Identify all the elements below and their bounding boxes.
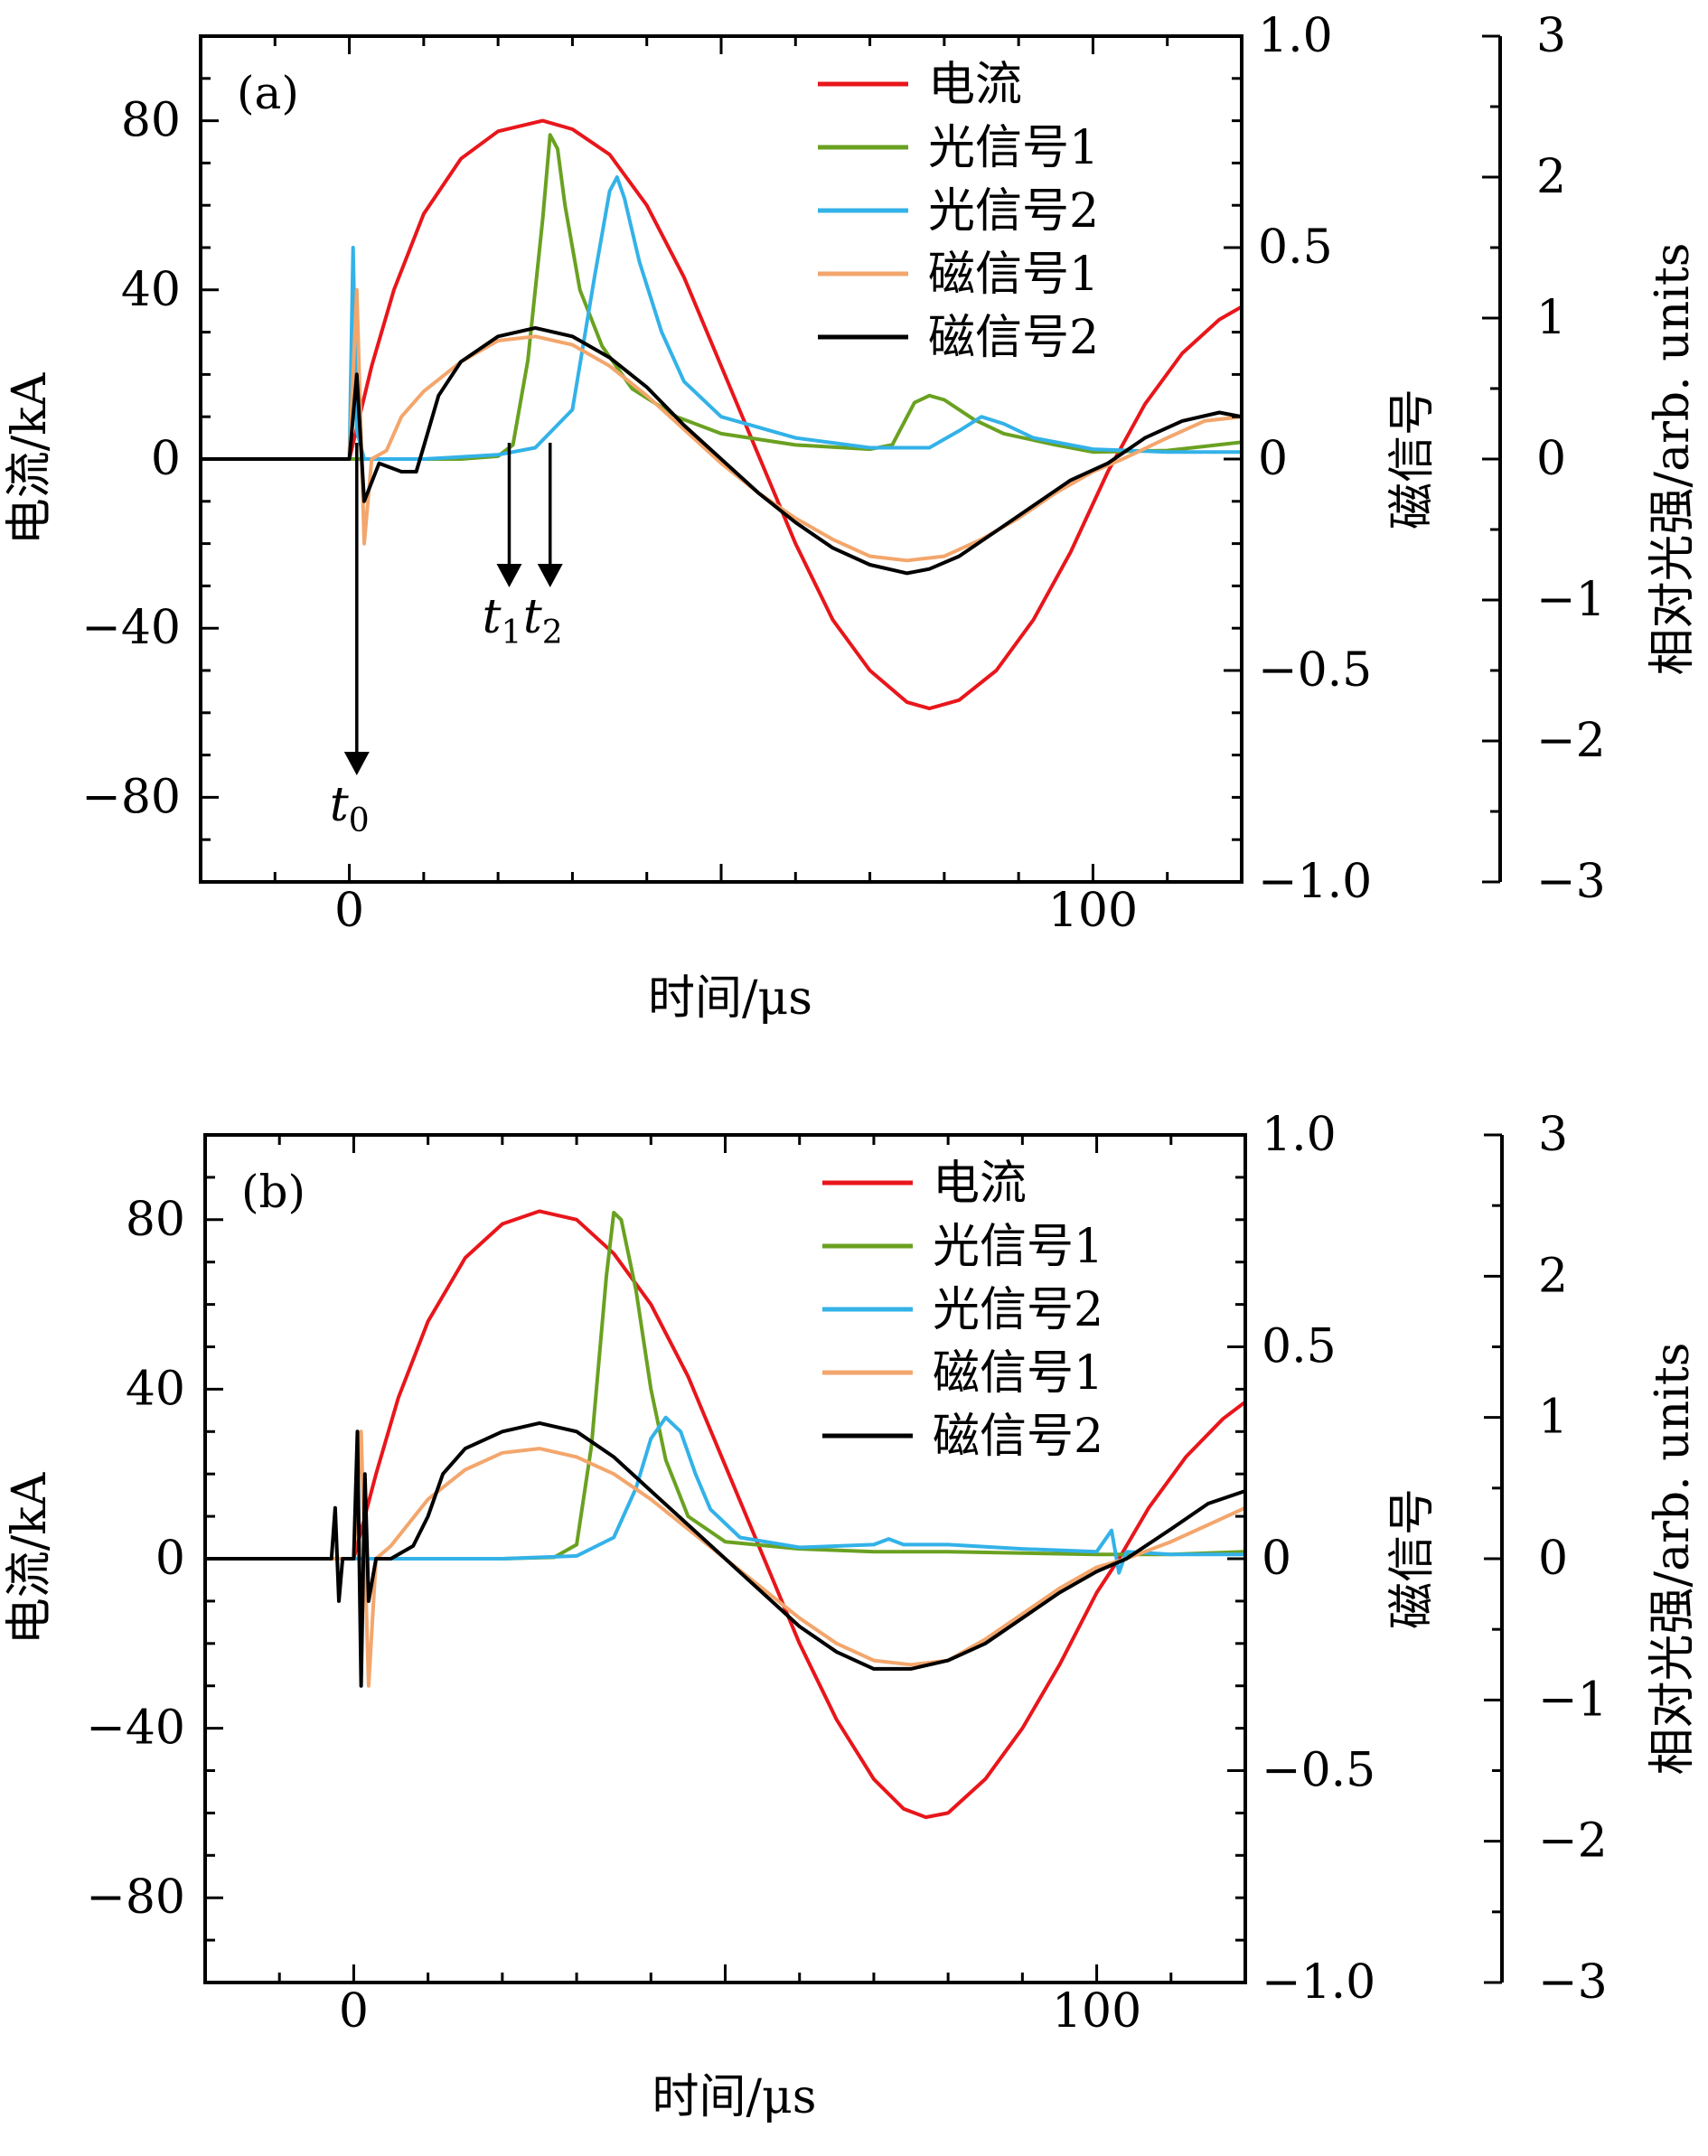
- annotation-arrowhead: [343, 752, 370, 775]
- y-left-tick-label: 80: [121, 94, 181, 148]
- y-left-tick-label: −80: [86, 1870, 185, 1925]
- x-tick-label: 0: [334, 884, 364, 938]
- y-right2-tick-label: 3: [1538, 1108, 1568, 1162]
- y-right1-tick-label: 0: [1262, 1532, 1291, 1586]
- annotation-label: t2: [523, 590, 563, 651]
- annotation-label: t1: [483, 590, 522, 651]
- y-right2-tick-label: 2: [1538, 1249, 1568, 1303]
- y-right2-tick-label: 1: [1538, 1391, 1568, 1445]
- panel-label: (b): [241, 1166, 305, 1218]
- legend-label: 磁信号1: [933, 1346, 1103, 1401]
- y-left-axis-title: 电流/kA: [3, 371, 57, 545]
- y-left-axis-title: 电流/kA: [3, 1471, 57, 1645]
- y-right2-tick-label: −1: [1538, 1673, 1608, 1727]
- panel-1: 0 100 80 40 0 −40 −80 1.0 0.5 0 −0.5 −1.0 3 2 1 0 −1 −2 −3…: [3, 1108, 1700, 2124]
- legend-label: 磁信号2: [928, 311, 1099, 365]
- y-right2-tick-label: 1: [1536, 291, 1566, 345]
- legend-label: 光信号2: [928, 184, 1099, 239]
- x-tick-label: 100: [1048, 884, 1138, 938]
- series-line-1: [205, 1209, 1245, 1820]
- y-left-tick-label: 0: [155, 1532, 185, 1586]
- legend-label: 光信号1: [933, 1220, 1103, 1274]
- y-left-tick-label: 80: [126, 1193, 185, 1247]
- legend-label: 电流: [928, 58, 1022, 112]
- y-right1-axis-title: 磁信号: [1385, 1488, 1440, 1629]
- annotation-label: t0: [330, 778, 370, 839]
- y-left-tick-label: −40: [86, 1701, 185, 1756]
- y-right1-tick-label: 0.5: [1262, 1320, 1337, 1374]
- y-right1-tick-label: 0.5: [1258, 220, 1333, 275]
- y-right2-tick-label: −1: [1536, 573, 1606, 627]
- y-right1-tick-label: −0.5: [1262, 1744, 1375, 1798]
- y-right2-tick-label: −3: [1536, 855, 1606, 909]
- y-right1-tick-label: −1.0: [1258, 855, 1372, 909]
- y-right2-tick-label: 0: [1538, 1532, 1568, 1586]
- x-tick-label: 0: [339, 1984, 369, 2039]
- legend-label: 光信号1: [928, 121, 1099, 175]
- y-left-tick-label: 0: [151, 432, 181, 486]
- y-right1-tick-label: 0: [1258, 432, 1288, 486]
- y-right2-tick-label: −3: [1538, 1955, 1608, 2010]
- x-tick-label: 100: [1052, 1984, 1141, 2039]
- y-left-tick-label: 40: [121, 263, 181, 317]
- y-right1-tick-label: 1.0: [1262, 1108, 1337, 1162]
- y-left-tick-label: −80: [81, 770, 181, 824]
- series-line-1: [201, 118, 1242, 711]
- series-line-5: [205, 1420, 1245, 1688]
- y-right1-tick-label: −1.0: [1262, 1955, 1375, 2010]
- y-right2-tick-label: 2: [1536, 150, 1566, 204]
- y-right2-axis-title: 相对光强/arb. units: [1646, 1343, 1700, 1776]
- x-axis-title: 时间/μs: [648, 971, 812, 1026]
- y-left-tick-label: −40: [81, 601, 181, 655]
- y-right1-tick-label: 1.0: [1258, 9, 1333, 63]
- legend-label: 电流: [933, 1157, 1027, 1211]
- series-line-4: [201, 287, 1242, 563]
- y-left-tick-label: 40: [126, 1362, 185, 1416]
- x-axis-title: 时间/μs: [652, 2070, 816, 2124]
- legend-label: 光信号2: [933, 1283, 1103, 1337]
- annotation-arrowhead: [496, 564, 522, 587]
- annotation-arrowhead: [537, 564, 563, 587]
- series-line-3: [205, 1415, 1245, 1575]
- legend-label: 磁信号1: [928, 248, 1099, 302]
- y-right2-tick-label: 0: [1536, 432, 1566, 486]
- series-line-5: [201, 325, 1242, 576]
- series-line-3: [201, 175, 1242, 461]
- y-right2-axis-title: 相对光强/arb. units: [1646, 243, 1700, 676]
- panel-label: (a): [237, 67, 299, 119]
- y-right1-tick-label: −0.5: [1258, 643, 1372, 698]
- legend-label: 磁信号2: [933, 1410, 1103, 1464]
- y-right2-tick-label: 3: [1536, 9, 1566, 63]
- y-right1-axis-title: 磁信号: [1385, 389, 1440, 530]
- y-right2-tick-label: −2: [1538, 1814, 1608, 1869]
- panel-0: 0 100 80 40 0 −40 −80 1.0 0.5 0 −0.5 −1.0 3 2 1 0 −1 −2 −3…: [3, 9, 1700, 1026]
- y-right2-tick-label: −2: [1536, 714, 1606, 768]
